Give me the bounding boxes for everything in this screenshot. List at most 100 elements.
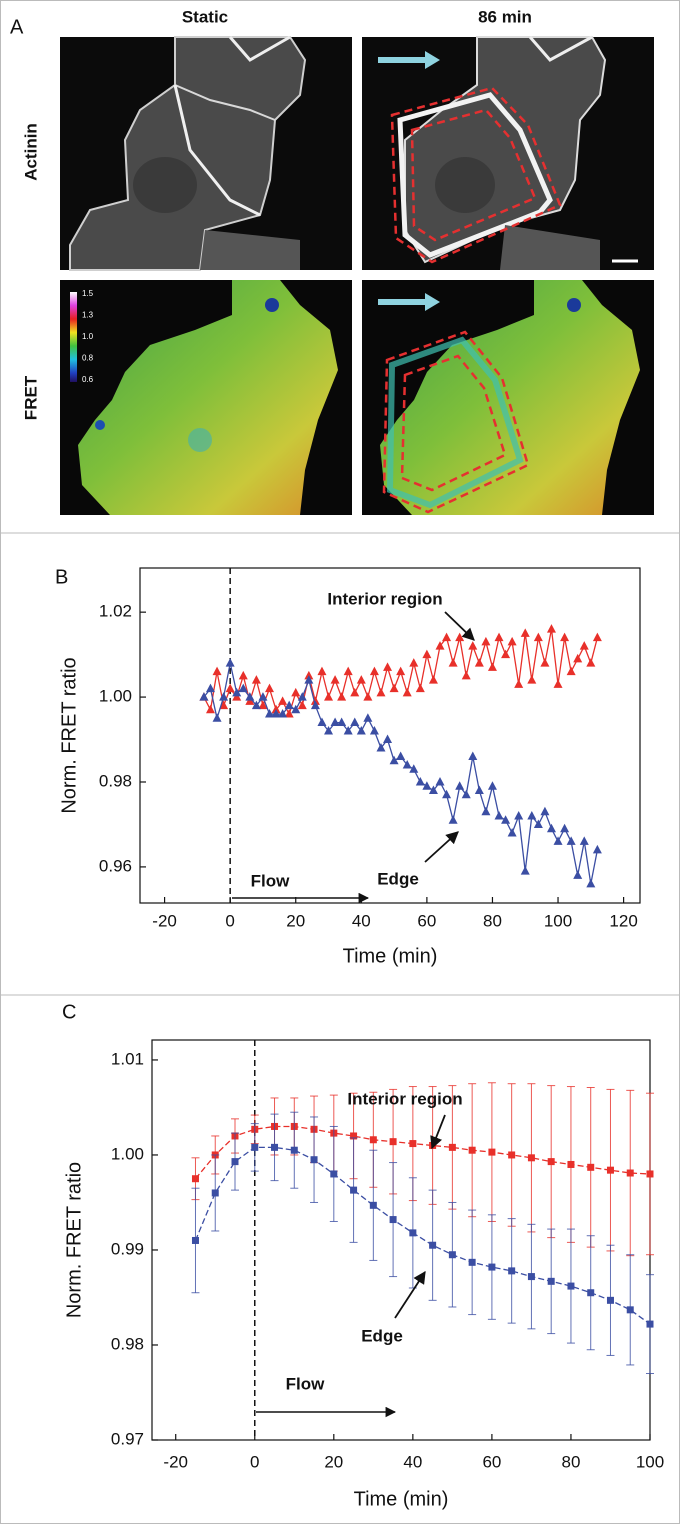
- marker: [566, 836, 576, 845]
- marker: [337, 692, 347, 701]
- marker: [290, 1146, 298, 1154]
- marker: [626, 1169, 634, 1177]
- y-tick-label: 0.98: [111, 1334, 144, 1353]
- marker: [592, 632, 602, 642]
- marker: [488, 1148, 496, 1156]
- marker: [428, 675, 438, 684]
- marker: [409, 1229, 417, 1237]
- annotation-arrow: [430, 1114, 446, 1150]
- flow-label: Flow: [251, 871, 290, 890]
- marker: [350, 1186, 358, 1194]
- y-axis-title: Norm. FRET ratio: [58, 657, 80, 813]
- marker: [284, 709, 294, 718]
- marker: [304, 675, 314, 684]
- marker: [547, 1277, 555, 1285]
- colorbar-label: 0.8: [82, 354, 94, 363]
- marker: [317, 717, 327, 727]
- marker: [225, 658, 235, 667]
- marker: [343, 666, 353, 676]
- marker: [191, 1175, 199, 1183]
- marker: [481, 636, 491, 646]
- row-label: Actinin: [21, 123, 40, 181]
- marker: [527, 1273, 535, 1281]
- marker: [487, 781, 497, 790]
- marker: [422, 649, 432, 659]
- x-axis-title: Time (min): [354, 1488, 449, 1510]
- marker: [587, 1289, 595, 1297]
- marker: [553, 836, 563, 845]
- image-actinin-static: [60, 35, 352, 271]
- marker: [369, 666, 379, 676]
- marker: [586, 658, 596, 667]
- marker: [191, 1236, 199, 1244]
- marker: [422, 781, 432, 790]
- annotation-arrow: [394, 1270, 426, 1319]
- x-tick-label: 40: [403, 1452, 422, 1471]
- marker: [369, 1136, 377, 1144]
- marker: [501, 649, 511, 659]
- marker: [369, 1201, 377, 1209]
- marker: [205, 683, 215, 693]
- marker: [540, 806, 550, 816]
- marker: [579, 641, 589, 650]
- marker: [284, 700, 294, 710]
- marker: [533, 819, 543, 828]
- y-tick-label: 1.00: [111, 1144, 144, 1163]
- x-tick-label: 0: [225, 911, 234, 930]
- marker: [376, 687, 386, 697]
- marker: [461, 670, 471, 680]
- marker: [291, 704, 301, 714]
- x-tick-label: 20: [286, 911, 305, 930]
- flow-label: Flow: [286, 1374, 325, 1393]
- marker: [448, 658, 458, 667]
- marker: [258, 692, 268, 701]
- marker: [560, 632, 570, 642]
- x-tick-label: 60: [417, 911, 436, 930]
- marker: [389, 683, 399, 693]
- marker: [383, 662, 393, 671]
- marker: [606, 1296, 614, 1304]
- image-fret-86min: [362, 280, 654, 515]
- marker: [291, 687, 301, 697]
- marker: [369, 726, 379, 735]
- marker: [527, 810, 537, 820]
- marker: [514, 679, 524, 688]
- marker: [389, 755, 399, 765]
- image-fret-static: [60, 280, 352, 515]
- marker: [409, 1140, 417, 1148]
- marker: [396, 751, 406, 761]
- marker: [389, 1216, 397, 1224]
- marker: [343, 726, 353, 735]
- marker: [363, 713, 373, 722]
- marker: [389, 1138, 397, 1146]
- column-label: Static: [182, 7, 228, 26]
- marker: [317, 666, 327, 676]
- marker: [258, 700, 268, 710]
- panel-label: B: [55, 566, 68, 588]
- marker: [468, 1258, 476, 1266]
- marker: [402, 760, 412, 769]
- marker: [646, 1170, 654, 1178]
- marker: [265, 683, 275, 693]
- y-tick-label: 0.99: [111, 1239, 144, 1258]
- marker: [350, 687, 360, 697]
- marker: [448, 1251, 456, 1259]
- x-tick-label: 40: [352, 911, 371, 930]
- marker: [442, 632, 452, 642]
- x-tick-label: 100: [544, 911, 572, 930]
- column-label: 86 min: [478, 7, 532, 26]
- marker: [461, 789, 471, 799]
- marker: [579, 836, 589, 845]
- marker: [586, 878, 596, 888]
- marker: [573, 653, 583, 663]
- marker: [383, 734, 393, 744]
- x-tick-label: 20: [324, 1452, 343, 1471]
- marker: [520, 628, 530, 637]
- marker: [507, 636, 517, 646]
- marker: [271, 1143, 279, 1151]
- marker: [330, 675, 340, 684]
- marker: [212, 713, 222, 722]
- image-actinin-86min: [362, 35, 654, 270]
- x-tick-label: -20: [152, 911, 177, 930]
